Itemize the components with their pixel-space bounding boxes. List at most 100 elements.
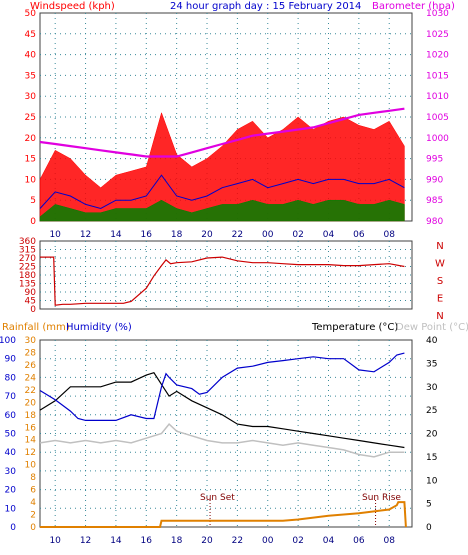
- windspeed-title: Windspeed (kph): [30, 1, 115, 12]
- temperature-title: Temperature (°C): [311, 322, 398, 333]
- baro-y-tick: 1015: [426, 71, 449, 81]
- rainfall-y-tick: 6: [30, 486, 36, 496]
- baro-y-tick: 1025: [426, 30, 449, 40]
- temperature-y-tick: 0: [426, 523, 432, 533]
- x-tick-label-1: 02: [292, 230, 303, 240]
- x-tick-label-1: 06: [353, 230, 365, 240]
- x-tick-label-3: 18: [171, 536, 183, 546]
- x-tick-label-3: 20: [201, 536, 213, 546]
- rainfall-y-tick: 2: [30, 511, 36, 521]
- rainfall-y-tick: 14: [25, 436, 37, 446]
- x-tick-label-3: 02: [292, 536, 303, 546]
- dewpoint-title: Dew Point (°C): [396, 322, 468, 333]
- wind-y-tick: 10: [25, 175, 37, 185]
- x-tick-label-1: 10: [49, 230, 61, 240]
- x-tick-label-3: 00: [262, 536, 274, 546]
- humidity-y-tick: 90: [5, 355, 17, 365]
- x-tick-label-3: 04: [323, 536, 335, 546]
- humidity-y-tick: 60: [5, 411, 17, 421]
- wind-y-tick: 40: [25, 51, 37, 61]
- x-tick-label-3: 10: [49, 536, 61, 546]
- wind-ground-series: [39, 199, 405, 222]
- direction-y-tick: 0: [30, 305, 36, 315]
- rainfall-y-tick: 0: [30, 523, 36, 533]
- humidity-y-tick: 10: [5, 504, 17, 514]
- rainfall-y-tick: 24: [25, 373, 37, 383]
- compass-label: W: [435, 259, 445, 270]
- sunrise-label: Sun Rise: [362, 493, 401, 503]
- chart-layer: 0510152025303540455098098599099510001005…: [0, 9, 449, 546]
- humidity-series: [39, 352, 405, 421]
- x-tick-label-3: 22: [232, 536, 243, 546]
- compass-label: E: [437, 294, 443, 305]
- temperature-y-tick: 5: [426, 500, 432, 510]
- direction-y-tick: 225: [19, 263, 36, 273]
- x-tick-label-1: 22: [232, 230, 243, 240]
- wind-gust-series: [39, 111, 405, 222]
- compass-label: N: [436, 311, 443, 322]
- baro-y-tick: 1030: [426, 9, 449, 19]
- rainfall-y-tick: 26: [25, 361, 37, 371]
- temperature-series: [39, 371, 405, 449]
- x-tick-label-1: 12: [80, 230, 91, 240]
- rainfall-y-tick: 28: [25, 348, 37, 358]
- dewpoint-series: [39, 423, 405, 458]
- x-tick-label-3: 16: [141, 536, 153, 546]
- direction-y-tick: 180: [19, 271, 36, 281]
- wind-y-tick: 25: [25, 113, 36, 123]
- wind-y-tick: 5: [30, 196, 36, 206]
- humidity-y-tick: 80: [5, 373, 17, 383]
- direction-y-tick: 90: [25, 288, 37, 298]
- baro-y-tick: 1005: [426, 113, 449, 123]
- x-tick-label-1: 08: [383, 230, 395, 240]
- temperature-y-tick: 15: [426, 453, 437, 463]
- rainfall-y-tick: 22: [25, 386, 36, 396]
- x-tick-label-1: 20: [201, 230, 213, 240]
- humidity-y-tick: 40: [5, 448, 17, 458]
- wind-y-tick: 30: [25, 92, 37, 102]
- wind-y-tick: 0: [30, 217, 36, 227]
- temperature-y-tick: 20: [426, 430, 438, 440]
- baro-y-tick: 990: [426, 175, 443, 185]
- baro-y-tick: 1000: [426, 134, 449, 144]
- x-tick-label-3: 06: [353, 536, 365, 546]
- wind-y-tick: 45: [25, 30, 36, 40]
- x-tick-label-3: 14: [110, 536, 122, 546]
- direction-y-tick: 360: [19, 237, 36, 247]
- rainfall-y-tick: 8: [30, 473, 36, 483]
- wind-y-tick: 35: [25, 71, 36, 81]
- direction-y-tick: 315: [19, 246, 36, 256]
- x-tick-label-1: 16: [141, 230, 153, 240]
- rainfall-title: Rainfall (mm): [2, 322, 70, 333]
- humidity-y-tick: 50: [5, 430, 17, 440]
- baro-y-tick: 980: [426, 217, 443, 227]
- rainfall-y-tick: 30: [25, 336, 37, 346]
- baro-y-tick: 985: [426, 196, 443, 206]
- direction-y-tick: 135: [19, 280, 36, 290]
- humidity-y-tick: 70: [5, 392, 17, 402]
- compass-label: N: [436, 241, 443, 252]
- x-tick-label-3: 08: [383, 536, 395, 546]
- x-tick-label-3: 12: [80, 536, 91, 546]
- wind-y-tick: 50: [25, 9, 37, 19]
- baro-y-tick: 1010: [426, 92, 449, 102]
- wind-y-tick: 20: [25, 134, 37, 144]
- humidity-title: Humidity (%): [66, 322, 132, 333]
- wind-y-tick: 15: [25, 155, 36, 165]
- barometer-series: [39, 107, 405, 158]
- rainfall-y-tick: 4: [30, 498, 36, 508]
- temperature-y-tick: 40: [426, 336, 438, 346]
- x-tick-label-1: 14: [110, 230, 122, 240]
- rainfall-y-tick: 10: [25, 461, 37, 471]
- barometer-title: Barometer (hpa): [372, 1, 455, 12]
- x-tick-label-1: 04: [323, 230, 335, 240]
- wind-average-series: [39, 174, 405, 210]
- temperature-y-tick: 30: [426, 383, 438, 393]
- compass-label: S: [437, 276, 443, 287]
- rainfall-y-tick: 12: [25, 448, 36, 458]
- humidity-y-tick: 30: [5, 467, 17, 477]
- humidity-y-tick: 100: [0, 336, 16, 346]
- direction-y-tick: 45: [25, 297, 36, 307]
